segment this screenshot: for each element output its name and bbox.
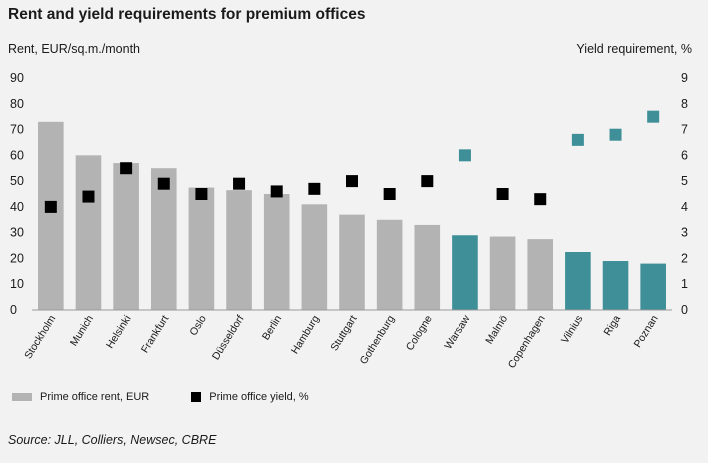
legend-item-yield: Prime office yield, %	[191, 391, 309, 403]
y-tick-label-right: 7	[681, 123, 688, 137]
y-tick-label-right: 0	[681, 303, 688, 317]
yield-marker	[233, 177, 246, 190]
legend-swatch-rent	[12, 393, 32, 401]
yield-marker	[458, 149, 471, 162]
bar-rent	[339, 214, 365, 310]
y-tick-label-left: 20	[10, 251, 24, 265]
legend-label-yield: Prime office yield, %	[209, 391, 309, 403]
category-label: Copenhagen	[506, 313, 548, 370]
y-tick-label-left: 10	[10, 277, 24, 291]
category-label: Berlin	[260, 313, 284, 342]
y-tick-label-right: 3	[681, 226, 688, 240]
y-tick-label-left: 80	[10, 97, 24, 111]
source-note: Source: JLL, Colliers, Newsec, CBRE	[8, 433, 217, 447]
category-label: Riga	[601, 313, 623, 338]
yield-marker	[496, 188, 509, 200]
bar-rent	[301, 204, 328, 310]
yield-marker	[308, 182, 321, 195]
category-label: Munich	[68, 313, 96, 348]
yield-marker	[647, 110, 660, 123]
yield-marker	[120, 162, 133, 175]
legend-label-rent: Prime office rent, EUR	[40, 391, 150, 403]
yield-marker	[157, 177, 170, 190]
category-label: Vilnius	[559, 313, 585, 345]
bar-rent	[414, 224, 441, 310]
y-tick-label-left: 60	[10, 148, 24, 162]
yield-marker	[421, 175, 434, 188]
bar-rent	[602, 261, 629, 310]
yield-marker	[534, 193, 547, 206]
category-label: Helsinki	[104, 313, 134, 351]
y-tick-label-left: 0	[10, 303, 17, 317]
bar-rent	[150, 168, 177, 310]
bar-rent	[640, 263, 666, 310]
category-label: Gothenburg	[358, 313, 398, 367]
y-tick-label-left: 50	[10, 174, 24, 188]
y-tick-label-left: 70	[10, 123, 24, 137]
yield-marker	[82, 190, 95, 203]
category-label: Oslo	[187, 313, 209, 338]
category-label: Poznan	[632, 313, 661, 350]
category-label: Cologne	[404, 313, 435, 353]
y-tick-label-left: 40	[10, 200, 24, 214]
category-label: Warsaw	[442, 313, 472, 352]
category-label: Stuttgart	[328, 313, 359, 353]
y-tick-label-right: 5	[681, 174, 688, 188]
chart-title: Rent and yield requirements for premium …	[8, 6, 366, 23]
right-axis-title: Yield requirement, %	[576, 42, 692, 56]
legend: Prime office rent, EUR Prime office yiel…	[12, 391, 351, 403]
y-tick-label-right: 9	[681, 71, 688, 85]
bar-rent	[452, 235, 478, 310]
yield-marker	[609, 128, 622, 141]
bar-rent	[527, 239, 554, 310]
bar-rent	[226, 190, 252, 310]
y-tick-label-right: 4	[681, 200, 688, 214]
y-tick-label-right: 8	[681, 97, 688, 111]
bar-rent	[38, 121, 64, 310]
y-tick-label-right: 2	[681, 251, 688, 265]
bar-rent	[263, 194, 290, 310]
category-label: Frankfurt	[139, 313, 171, 355]
legend-swatch-yield	[191, 392, 202, 402]
bar-rent	[113, 163, 139, 310]
yield-marker	[383, 188, 396, 200]
yield-marker	[270, 185, 283, 198]
category-label: Malmö	[483, 313, 510, 346]
y-tick-label-right: 1	[681, 277, 688, 291]
y-tick-label-left: 30	[10, 226, 24, 240]
yield-marker	[195, 188, 208, 200]
y-tick-label-right: 6	[681, 148, 688, 162]
yield-marker	[571, 133, 584, 146]
y-tick-label-left: 90	[10, 71, 24, 85]
bar-rent	[188, 187, 215, 310]
legend-item-rent: Prime office rent, EUR	[12, 391, 149, 403]
bar-rent	[75, 155, 102, 310]
yield-marker	[44, 200, 57, 213]
category-label: Stockholm	[22, 313, 58, 361]
bar-rent	[565, 252, 591, 310]
category-label: Düsseldorf	[210, 313, 247, 362]
category-label: Hamburg	[289, 313, 322, 356]
bar-rent	[489, 236, 516, 310]
bar-rent	[376, 219, 403, 310]
left-axis-title: Rent, EUR/sq.m./month	[8, 42, 140, 56]
yield-marker	[346, 175, 358, 188]
